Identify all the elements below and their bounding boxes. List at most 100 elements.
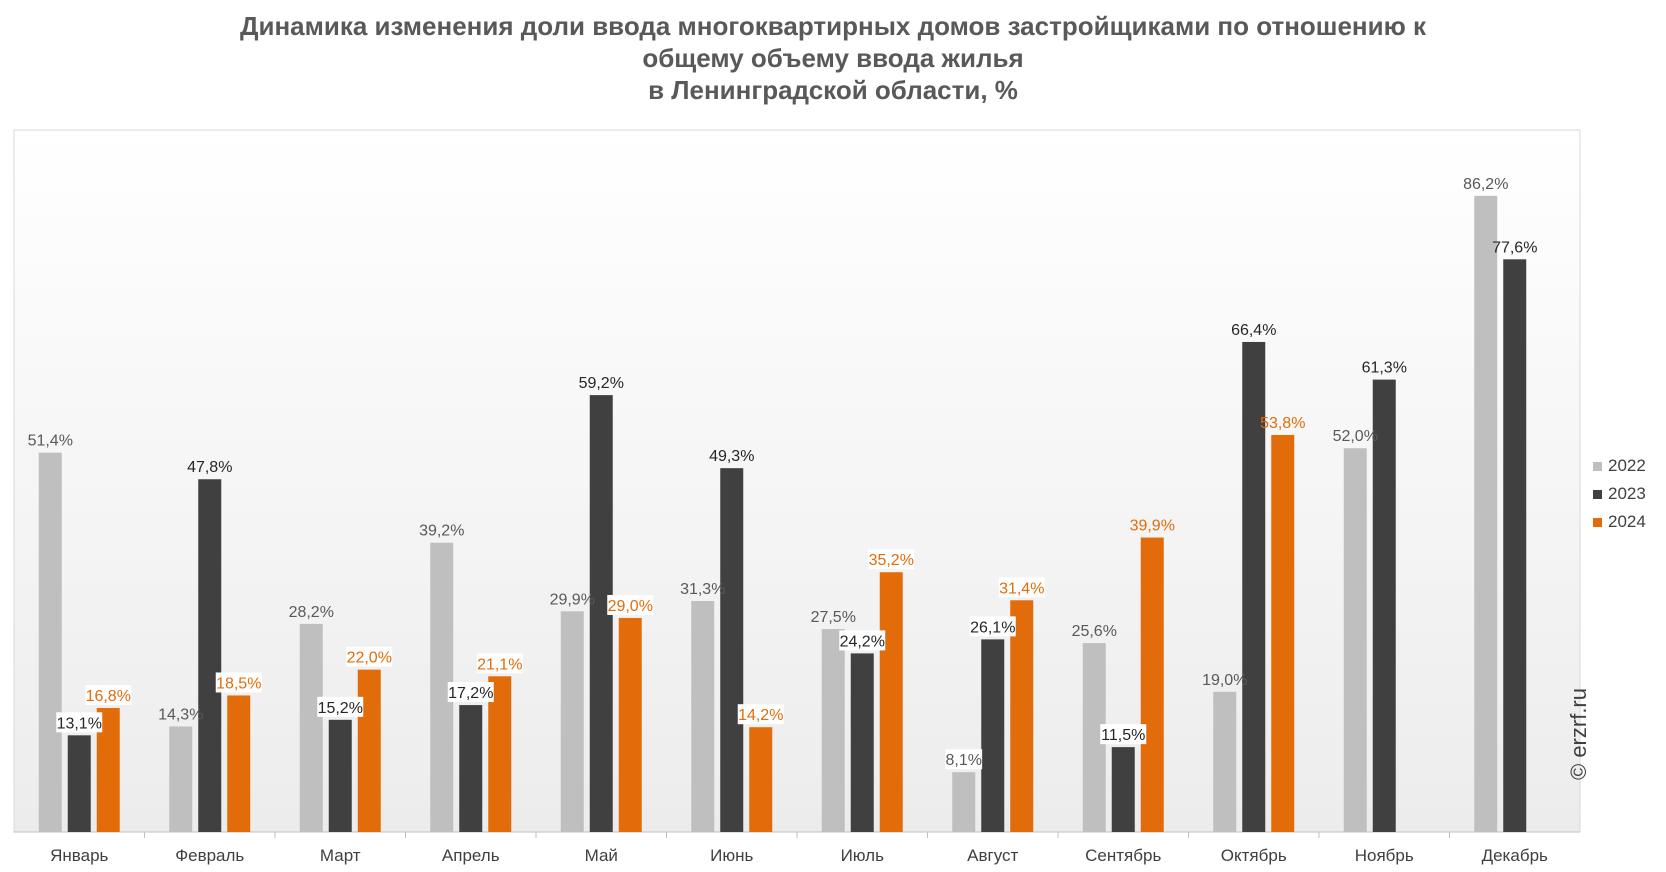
data-label-2023: 66,4% — [1231, 322, 1276, 339]
data-label-2023: 77,6% — [1492, 239, 1537, 256]
chart-title-line: Динамика изменения доли ввода многокварт… — [239, 11, 1427, 41]
bar-2022 — [952, 772, 976, 832]
data-label-2024: 39,9% — [1130, 518, 1175, 535]
bar-2022 — [1213, 691, 1237, 832]
x-tick-label: Август — [967, 846, 1018, 865]
data-label-2023: 47,8% — [187, 459, 232, 476]
legend-swatch-2024 — [1593, 517, 1602, 527]
data-label-bg — [476, 653, 523, 674]
data-label-2023: 17,2% — [448, 685, 493, 702]
data-label-2022: 27,5% — [811, 609, 856, 626]
data-label-2022: 28,2% — [289, 604, 334, 621]
data-label-2024: 53,8% — [1260, 415, 1305, 432]
data-label-bg — [607, 594, 654, 615]
data-label-bg — [868, 549, 915, 570]
data-label-bg — [215, 672, 262, 693]
bar-2023 — [67, 735, 91, 832]
data-label-2024: 35,2% — [869, 552, 914, 569]
data-label-2023: 49,3% — [709, 448, 754, 465]
chart-title-line: в Ленинградской области, % — [648, 75, 1018, 105]
bar-2024 — [96, 708, 120, 832]
bar-2022 — [1082, 643, 1106, 832]
data-label-2024: 29,0% — [608, 598, 653, 615]
data-label-bg — [998, 577, 1045, 598]
bar-2024 — [1140, 537, 1164, 832]
data-label-2023: 15,2% — [318, 700, 363, 717]
legend-label-2024: 2024 — [1608, 512, 1646, 531]
data-label-2022: 52,0% — [1333, 428, 1378, 445]
chart-title-line: общему объему ввода жилья — [642, 43, 1024, 73]
data-label-bg — [839, 630, 886, 651]
bar-2023 — [1372, 379, 1396, 832]
data-label-2022: 31,3% — [680, 581, 725, 598]
x-tick-label: Сентябрь — [1085, 846, 1161, 865]
data-label-2022: 14,3% — [158, 706, 203, 723]
chart-title: Динамика изменения доли ввода многокварт… — [0, 10, 1666, 106]
bar-2022 — [38, 452, 62, 832]
bar-2023 — [1111, 747, 1135, 832]
plot-area — [13, 129, 1581, 833]
data-label-bg — [969, 616, 1016, 637]
data-label-bg — [346, 646, 393, 667]
bar-2022 — [821, 629, 845, 832]
bar-2023 — [981, 639, 1005, 832]
legend-item-2024: 2024 — [1593, 508, 1646, 536]
bar-2023 — [850, 653, 874, 832]
x-tick-label: Апрель — [442, 846, 500, 865]
x-tick-label: Июль — [841, 846, 885, 865]
data-label-bg — [945, 749, 983, 770]
bar-2024 — [1271, 434, 1295, 832]
bar-2023 — [589, 395, 613, 832]
data-label-bg — [85, 685, 132, 706]
data-label-2023: 24,2% — [840, 633, 885, 650]
bar-2022 — [430, 542, 454, 832]
data-label-2024: 31,4% — [999, 580, 1044, 597]
bar-2023 — [198, 479, 222, 832]
x-tick-label: Декабрь — [1482, 846, 1548, 865]
bar-2022 — [299, 623, 323, 832]
bar-2024 — [879, 572, 903, 832]
bar-2024 — [618, 617, 642, 832]
data-label-bg — [1100, 724, 1147, 745]
data-label-2022: 8,1% — [946, 752, 982, 769]
legend-swatch-2023 — [1593, 489, 1602, 499]
bar-2023 — [328, 719, 352, 832]
data-label-2024: 16,8% — [86, 688, 131, 705]
data-label-2024: 21,1% — [477, 656, 522, 673]
data-label-2022: 39,2% — [419, 523, 464, 540]
data-label-2022: 19,0% — [1202, 672, 1247, 689]
data-label-bg — [317, 696, 364, 717]
bar-2023 — [459, 705, 483, 832]
data-label-2023: 13,1% — [57, 715, 102, 732]
legend-label-2023: 2023 — [1608, 484, 1646, 503]
bar-2022 — [691, 601, 715, 832]
bar-2023 — [1503, 259, 1527, 832]
data-label-2022: 86,2% — [1463, 176, 1508, 193]
bar-2024 — [749, 727, 773, 832]
bar-2022 — [560, 611, 584, 832]
data-label-2022: 51,4% — [28, 433, 73, 450]
x-tick-label: Ноябрь — [1355, 846, 1414, 865]
bar-2024 — [1010, 600, 1034, 832]
data-label-bg — [737, 704, 784, 725]
watermark: © erzrf.ru — [1566, 688, 1591, 780]
bar-2022 — [1474, 195, 1498, 832]
data-label-2023: 11,5% — [1101, 727, 1145, 744]
data-label-2023: 26,1% — [970, 619, 1015, 636]
bar-2024 — [227, 695, 251, 832]
data-label-2023: 61,3% — [1362, 360, 1407, 377]
data-label-2023: 59,2% — [579, 375, 624, 392]
legend-swatch-2022 — [1593, 461, 1602, 471]
x-tick-label: Март — [320, 846, 361, 865]
data-label-2024: 22,0% — [347, 650, 392, 667]
chart-legend: 2022 2023 2024 — [1593, 452, 1646, 536]
data-label-2022: 25,6% — [1072, 623, 1117, 640]
data-label-2024: 18,5% — [216, 675, 261, 692]
x-tick-label: Февраль — [175, 846, 244, 865]
x-tick-label: Октябрь — [1221, 846, 1287, 865]
bar-2022 — [169, 726, 193, 832]
x-tick-label: Май — [585, 846, 618, 865]
legend-label-2022: 2022 — [1608, 456, 1646, 475]
x-tick-label: Июнь — [710, 846, 753, 865]
data-label-bg — [447, 682, 494, 703]
